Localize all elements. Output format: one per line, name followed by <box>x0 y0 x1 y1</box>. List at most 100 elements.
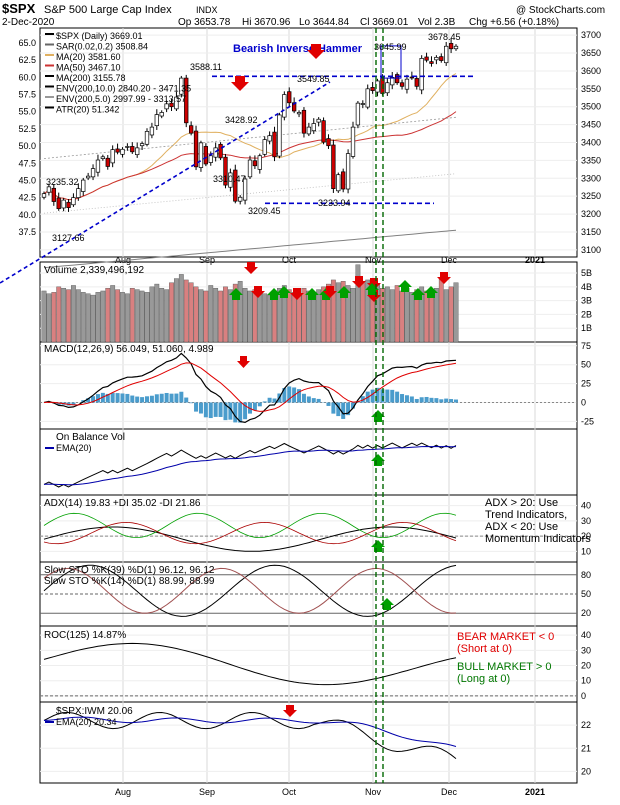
candle-body <box>341 172 345 189</box>
adx-tick: 10 <box>581 546 591 556</box>
price-legend-item: SAR(0.02,0.2) 3508.84 <box>56 42 148 52</box>
macd-histogram-bar <box>155 394 159 402</box>
candle-body <box>204 146 208 164</box>
volume-bar <box>361 283 365 342</box>
candle-body <box>135 148 139 155</box>
macd-histogram-bar <box>140 397 144 402</box>
price-legend-item: MA(200) 3155.78 <box>56 73 126 83</box>
roc-title: ROC(125) 14.87% <box>44 630 126 641</box>
macd-tick: 0 <box>581 398 586 408</box>
sto-tick: 20 <box>581 608 591 618</box>
month-label-top: Dec <box>441 255 458 265</box>
price-tick-left: 42.5 <box>18 193 36 203</box>
macd-histogram-bar <box>135 397 139 403</box>
bear-market-note: BEAR MARKET < 0 <box>457 631 554 643</box>
macd-histogram-bar <box>415 399 419 403</box>
volume-bar <box>400 291 404 342</box>
candle-body <box>312 124 316 131</box>
ratio-ema-swatch <box>45 721 54 723</box>
candle-body <box>366 89 370 107</box>
candle-body <box>62 200 66 208</box>
volume-bar <box>238 281 242 342</box>
volume-bar <box>71 285 75 342</box>
volume-bar <box>145 292 149 342</box>
candle-body <box>336 175 340 191</box>
macd-histogram-bar <box>449 399 453 402</box>
candle-body <box>96 160 100 172</box>
candle-body <box>449 43 453 48</box>
volume-bar <box>42 291 46 342</box>
chart-close: Cl 3669.01 <box>360 17 409 28</box>
macd-tick: 75 <box>581 341 591 351</box>
roc-tick: 0 <box>581 691 586 701</box>
macd-histogram-bar <box>253 403 257 411</box>
volume-bar <box>96 292 100 342</box>
price-tick-left: 40.0 <box>18 210 36 220</box>
macd-histogram-bar <box>116 393 120 402</box>
roc-line <box>44 643 456 684</box>
price-legend-item: MA(50) 3467.10 <box>56 63 121 73</box>
volume-bar <box>424 291 428 342</box>
roc-tick: 30 <box>581 645 591 655</box>
candle-body <box>371 87 375 90</box>
adx-note-line: ADX < 20: Use <box>485 521 558 533</box>
volume-bar <box>150 287 154 342</box>
volume-down-arrow <box>244 262 258 274</box>
chart-change: Chg +6.56 (+0.18%) <box>469 17 559 28</box>
candle-body <box>386 83 390 93</box>
macd-histogram-bar <box>71 403 75 405</box>
macd-histogram-bar <box>371 390 375 403</box>
candle-body <box>415 78 419 86</box>
candle-body <box>155 115 159 126</box>
macd-histogram-bar <box>312 398 316 402</box>
volume-bar <box>101 291 105 342</box>
price-label: 3678.45 <box>428 32 461 42</box>
candle-body <box>140 144 144 146</box>
candle-body <box>302 110 306 133</box>
candle-body <box>273 132 277 157</box>
candle-body <box>160 112 164 116</box>
candle-body <box>248 160 252 177</box>
volume-tick: 1B <box>581 323 592 333</box>
roc-tick: 20 <box>581 661 591 671</box>
volume-bar <box>125 294 129 342</box>
month-label-bottom: Nov <box>365 787 382 797</box>
month-label-bottom: Dec <box>441 787 458 797</box>
macd-histogram-bar <box>341 403 345 419</box>
ratio-tick: 20 <box>581 766 591 776</box>
price-legend-item: ENV(200,5.0) 2997.99 - 3313.57 <box>56 94 186 104</box>
volume-tick: 5B <box>581 268 592 278</box>
macd-histogram-bar <box>189 403 193 404</box>
volume-bar <box>263 294 267 342</box>
candle-body <box>327 139 331 146</box>
candle-body <box>106 158 110 166</box>
volume-up-arrow <box>398 280 412 292</box>
price-tick-right: 3600 <box>581 66 601 76</box>
candle-body <box>81 180 85 191</box>
candle-body <box>219 144 223 158</box>
macd-histogram-bar <box>420 397 424 402</box>
candle-body <box>268 136 272 141</box>
volume-bar <box>223 287 227 342</box>
ratio-down-arrow <box>283 705 297 717</box>
adx-line <box>44 527 456 551</box>
candle-body <box>121 149 125 154</box>
volume-title: Volume 2,339,496,192 <box>44 265 145 276</box>
chart-symbol: $SPX <box>2 1 36 16</box>
chart-exchange: INDX <box>196 5 218 15</box>
macd-histogram-bar <box>385 390 389 403</box>
macd-histogram-bar <box>390 390 394 403</box>
macd-tick: 25 <box>581 379 591 389</box>
volume-bar <box>253 290 257 342</box>
chart-open: Op 3653.78 <box>178 17 231 28</box>
chart-volume: Vol 2.3B <box>418 17 456 28</box>
macd-histogram-bar <box>233 403 237 423</box>
volume-bar <box>204 291 208 342</box>
volume-bar <box>174 279 178 342</box>
bear-market-note: (Short at 0) <box>457 643 512 655</box>
month-label-bottom: Sep <box>199 787 215 797</box>
volume-bar <box>155 284 159 342</box>
month-label-top: 2021 <box>525 255 545 265</box>
volume-bar <box>395 285 399 342</box>
